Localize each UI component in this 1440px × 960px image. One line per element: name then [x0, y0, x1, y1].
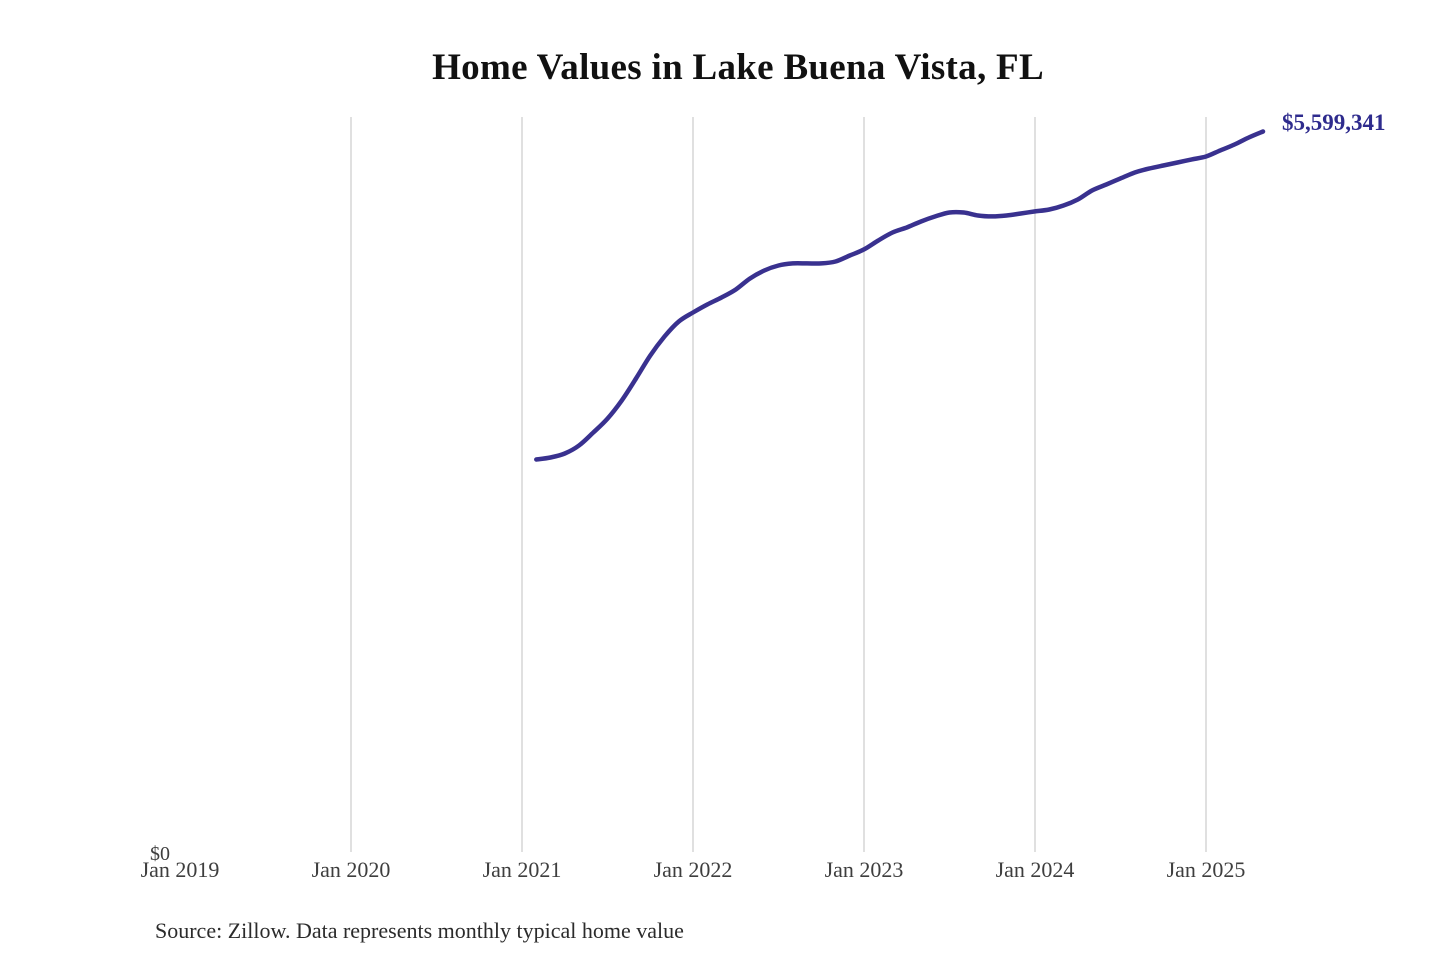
x-axis-tick-label: Jan 2023	[824, 857, 904, 882]
y-axis-zero-label: $0	[150, 843, 170, 865]
page-title: Home Values in Lake Buena Vista, FL	[432, 47, 1044, 88]
x-axis-tick-label: Jan 2022	[653, 857, 733, 882]
end-value-label: $5,599,341	[1282, 110, 1386, 135]
x-axis-tick-label: Jan 2024	[995, 857, 1075, 882]
home-value-line	[534, 129, 1266, 462]
x-axis-tick-label: Jan 2019	[140, 857, 220, 882]
x-axis-tick-label: Jan 2025	[1166, 857, 1246, 882]
x-axis-tick-label: Jan 2020	[311, 857, 391, 882]
source-note: Source: Zillow. Data represents monthly …	[155, 918, 684, 943]
x-axis-tick-label: Jan 2021	[482, 857, 562, 882]
